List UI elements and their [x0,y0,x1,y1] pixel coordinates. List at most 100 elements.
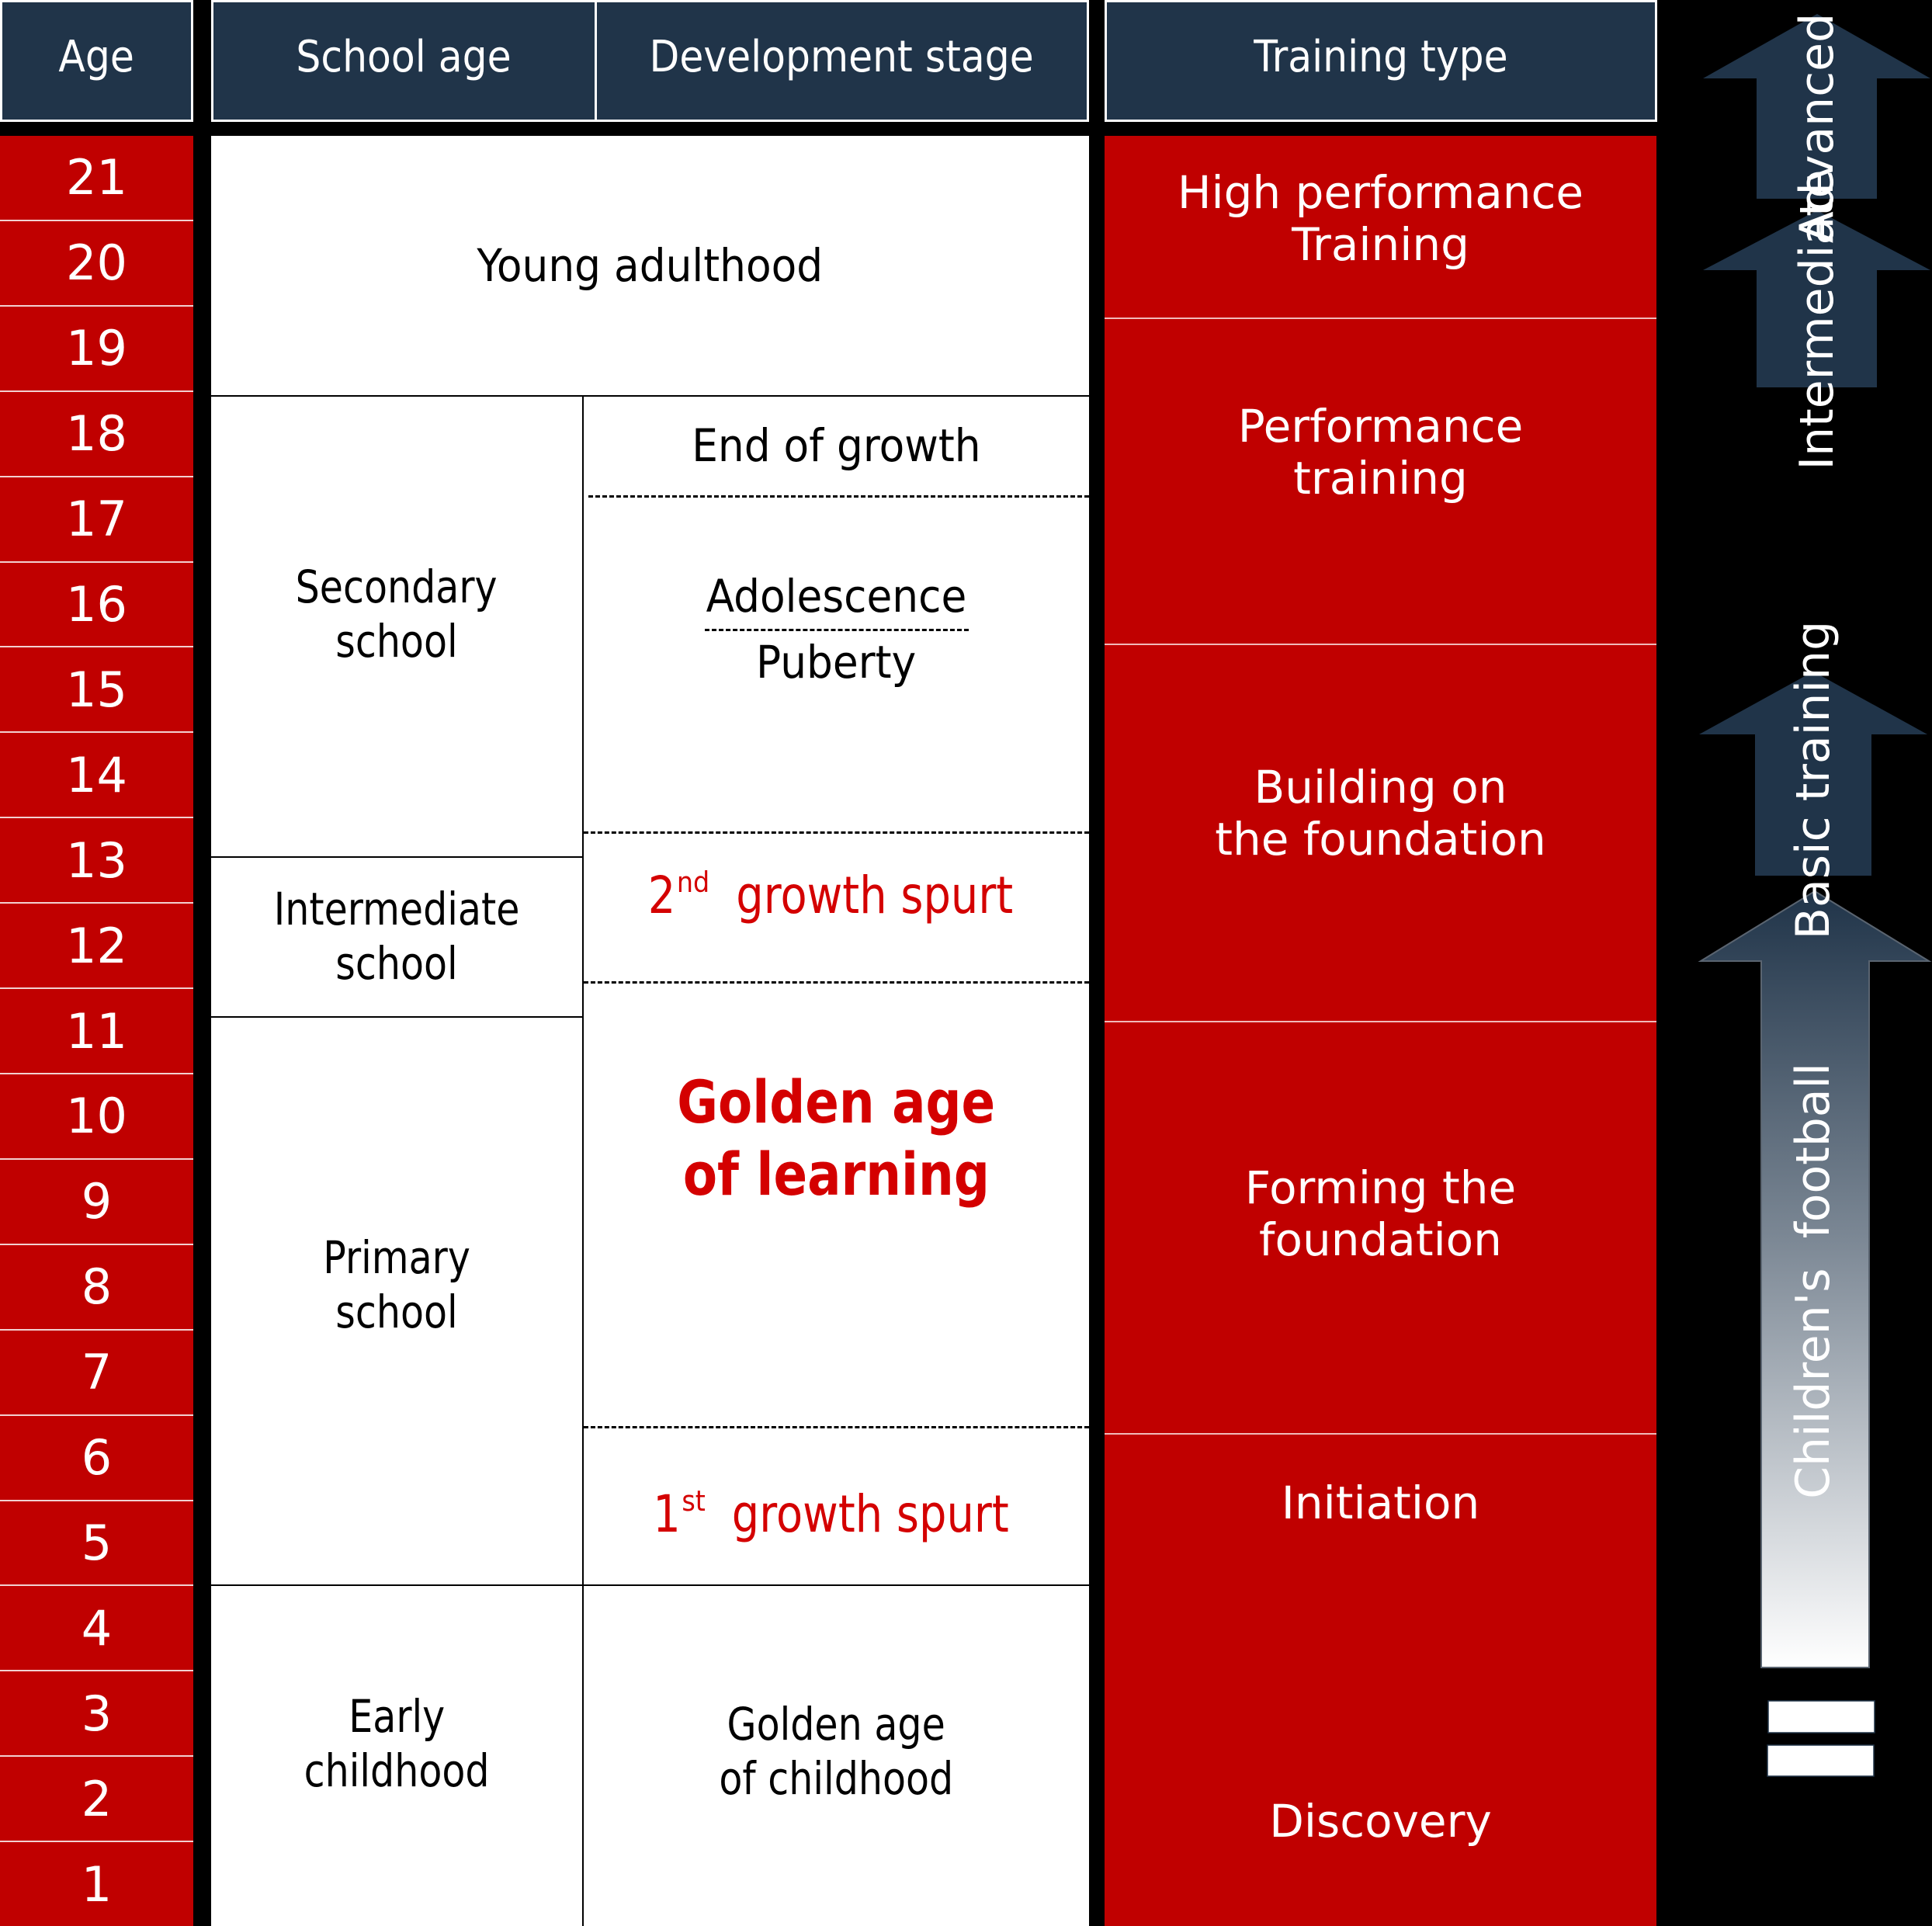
header-development-stage-label: Development stage [649,32,1035,82]
age-value: 1 [81,1855,113,1913]
age-value: 4 [81,1599,113,1657]
age-cell: 19 [0,306,193,392]
age-value: 14 [66,746,127,803]
golden-age-childhood-cell: Golden age of childhood [584,1585,1089,1926]
age-value: 13 [66,831,127,889]
training-label: Discovery [1269,1795,1492,1848]
divider [211,395,1089,397]
age-cell: 17 [0,477,193,563]
age-value: 9 [81,1173,113,1230]
age-cell: 4 [0,1586,193,1672]
end-of-growth-cell: End of growth [584,396,1089,497]
age-value: 10 [66,1088,127,1145]
adolescence-label: Adolescence [706,569,967,623]
age-cell: 16 [0,562,193,648]
early-childhood-cell: Early childhood [211,1585,582,1926]
age-value: 15 [66,661,127,718]
golden-age-childhood-label: Golden age [727,1697,946,1751]
header-training-type-label: Training type [1254,32,1508,82]
golden-age-learning-cell: Golden age of learning [584,983,1089,1427]
arrow-label-basic-training: Basic training [1786,620,1840,940]
dashed-divider [588,495,1089,498]
age-value: 16 [66,575,127,633]
golden-age-learning-label: of learning [682,1140,990,1209]
header-training-type: Training type [1105,0,1657,122]
training-label: Performance [1237,400,1524,453]
second-growth-spurt-label: 2nd growth spurt [647,866,1014,926]
age-value: 17 [66,491,127,548]
golden-age-learning-label: Golden age [677,1067,996,1137]
header-school-age: School age [211,0,597,122]
age-cell: 6 [0,1415,193,1501]
training-label: training [1293,451,1468,505]
header-school-age-label: School age [296,32,512,82]
header-age-label: Age [58,32,135,82]
arrow-up-icon [1703,210,1930,387]
training-label: Training [1292,217,1469,271]
young-adulthood-cell: Young adulthood [211,136,1089,396]
arrow-label-childrens-football: Children's football [1786,1063,1840,1499]
divider [582,396,584,1926]
age-cell: 21 [0,136,193,221]
primary-school-cell: Primary school [211,1017,582,1585]
training-label: Forming the [1244,1161,1517,1214]
age-value: 6 [81,1429,113,1487]
training-label: High performance [1177,166,1584,219]
age-cell: 5 [0,1501,193,1587]
age-value: 19 [66,320,127,377]
training-forming-foundation: Forming the foundation [1105,1022,1656,1435]
dashed-divider [584,981,1089,984]
age-cell: 3 [0,1671,193,1758]
arrow-up-icon [1703,14,1930,199]
dashed-divider [584,831,1089,834]
header-development-stage: Development stage [595,0,1089,122]
secondary-school-label: school [335,615,458,668]
training-building-foundation: Building on the foundation [1105,645,1656,1022]
bar-icon [1767,1744,1875,1777]
school-development-panel [211,136,1089,1926]
early-childhood-label: childhood [304,1744,490,1797]
young-adulthood-label: Young adulthood [477,238,824,292]
age-cell: 18 [0,391,193,477]
training-high-performance: High performance Training [1105,136,1656,319]
divider [211,856,582,858]
age-cell: 1 [0,1842,193,1926]
puberty-label: Puberty [756,635,917,689]
age-value: 21 [66,149,127,206]
age-cell: 13 [0,818,193,904]
bar-icon [1767,1700,1875,1733]
training-label: foundation [1259,1213,1502,1266]
age-cell: 20 [0,220,193,307]
first-growth-spurt-label: 1st growth spurt [652,1484,1009,1544]
age-value: 2 [81,1770,113,1827]
intermediate-school-label: Intermediate [273,883,520,936]
age-cell: 12 [0,904,193,990]
golden-age-childhood-label: of childhood [719,1751,954,1805]
age-value: 20 [66,234,127,292]
age-cell: 14 [0,733,193,819]
arrow-up-icon [1699,671,1927,876]
age-cell: 11 [0,989,193,1074]
training-initiation-discovery: Initiation Discovery [1105,1435,1656,1926]
age-cell: 7 [0,1330,193,1416]
header-age: Age [0,0,193,122]
secondary-school-label: Secondary [295,560,498,614]
age-cell: 2 [0,1757,193,1843]
age-value: 12 [66,917,127,974]
training-performance: Performance training [1105,319,1656,645]
end-of-growth-label: End of growth [692,419,981,473]
age-value: 18 [66,405,127,463]
age-value: 11 [66,1002,127,1060]
age-column: 21 20 19 18 17 16 15 14 13 12 11 10 9 8 … [0,136,193,1926]
early-childhood-label: Early [349,1689,445,1743]
divider [211,1584,1089,1586]
training-label: the foundation [1215,812,1546,866]
divider [211,1016,582,1018]
second-growth-spurt-cell: 2nd growth spurt [584,832,1089,983]
arrow-label-intermediate: Intermediate [1790,169,1844,470]
age-value: 5 [81,1514,113,1571]
training-label: Building on [1254,761,1507,814]
intermediate-school-cell: Intermediate school [211,857,582,1017]
age-cell: 10 [0,1074,193,1160]
